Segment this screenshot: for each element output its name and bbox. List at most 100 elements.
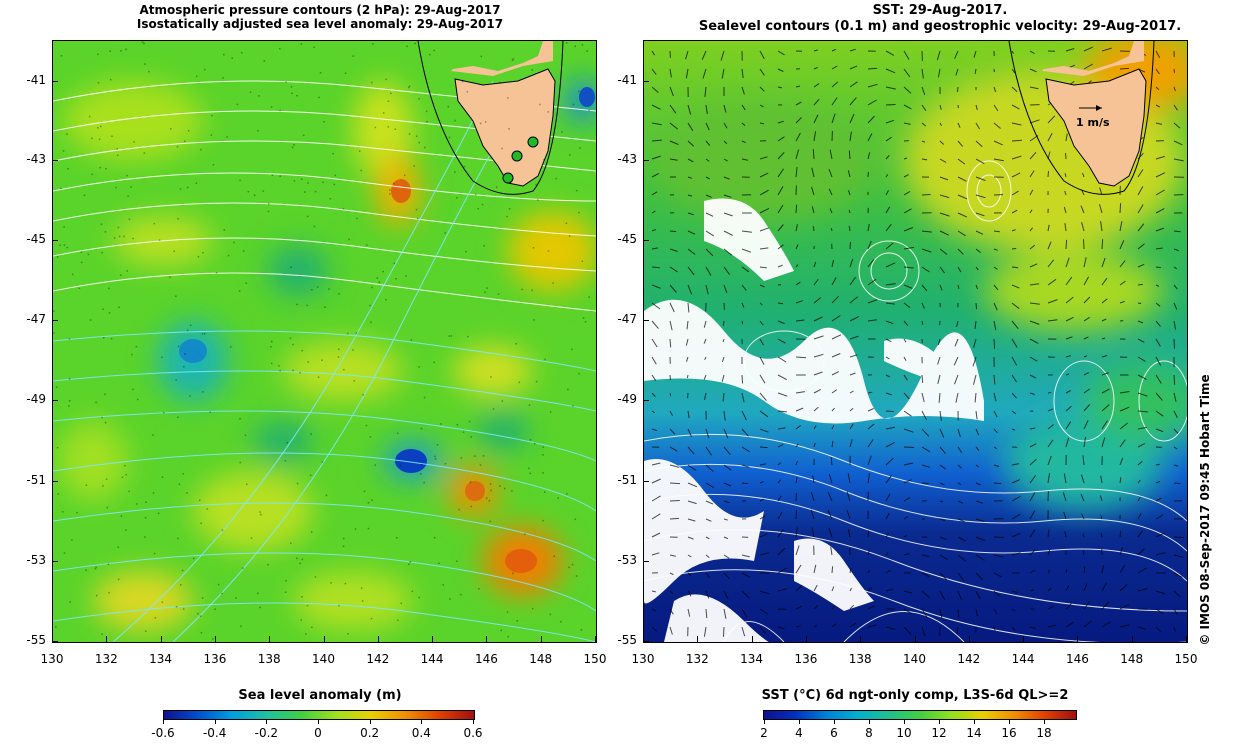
x-tick-label: 148 [1120, 652, 1144, 666]
sst-map-graphic [644, 41, 1187, 642]
colorbar-tick-label: 10 [896, 726, 912, 740]
x-tick-label: 132 [685, 652, 709, 666]
right-title-line2: Sealevel contours (0.1 m) and geostrophi… [698, 19, 1182, 34]
sst-colorbar [763, 710, 1077, 720]
x-tick-label: 148 [529, 652, 553, 666]
colorbar-tick-mark [266, 720, 268, 724]
y-tick-label: -51 [617, 473, 637, 487]
x-tick-mark [377, 636, 379, 642]
x-tick-mark [432, 636, 434, 642]
colorbar-tick-mark [163, 720, 164, 724]
y-tick-label: -51 [26, 473, 46, 487]
x-tick-mark [540, 636, 542, 642]
y-tick-mark [52, 160, 58, 161]
x-tick-mark [805, 636, 807, 642]
tasmania-land [451, 41, 553, 76]
y-tick-label: -41 [617, 73, 637, 87]
x-tick-label: 134 [149, 652, 173, 666]
y-tick-label: -41 [26, 73, 46, 87]
colorbar-tick-label: 4 [795, 726, 803, 740]
colorbar-tick-label: 14 [966, 726, 982, 740]
x-tick-label: 146 [1065, 652, 1089, 666]
colorbar-tick-mark [1044, 720, 1045, 724]
x-tick-mark [323, 636, 325, 642]
colorbar-tick-mark [869, 720, 870, 724]
colorbar-tick-mark [318, 720, 319, 724]
sla-map-graphic [53, 41, 596, 642]
y-tick-mark [643, 641, 649, 642]
x-tick-mark [1131, 636, 1133, 642]
left-title-line1: Atmospheric pressure contours (2 hPa): 2… [139, 3, 501, 17]
y-tick-label: -43 [26, 152, 46, 166]
y-tick-label: -55 [617, 633, 637, 647]
colorbar-tick-label: 0.2 [360, 726, 380, 740]
colorbar-tick-mark [834, 720, 835, 724]
right-title-line1: SST: 29-Aug-2017. [872, 3, 1008, 18]
y-tick-mark [52, 641, 58, 642]
colorbar-tick-mark [1009, 720, 1010, 724]
velocity-scale-label: 1 m/s [1076, 116, 1110, 129]
x-tick-mark [595, 636, 596, 642]
y-tick-mark [52, 240, 58, 241]
sla-colorbar-title: Sea level anomaly (m) [238, 688, 402, 703]
colorbar-tick-mark [421, 720, 423, 724]
y-tick-mark [52, 81, 58, 82]
x-tick-mark [751, 636, 753, 642]
colorbar-tick-mark [369, 720, 371, 724]
colorbar-tick-label: 0 [314, 726, 322, 740]
x-tick-mark [52, 636, 53, 642]
colorbar-tick-mark [904, 720, 905, 724]
x-tick-label: 144 [1011, 652, 1035, 666]
y-tick-mark [52, 561, 58, 562]
colorbar-tick-label: 0.6 [463, 726, 483, 740]
x-tick-mark [106, 636, 108, 642]
y-tick-label: -55 [26, 633, 46, 647]
x-tick-label: 138 [848, 652, 872, 666]
x-tick-mark [1077, 636, 1079, 642]
x-tick-label: 130 [631, 652, 655, 666]
y-tick-label: -49 [26, 392, 46, 406]
y-tick-mark [643, 240, 649, 241]
y-tick-mark [52, 320, 58, 321]
y-tick-mark [52, 400, 58, 401]
sst-map: 1 m/s [643, 40, 1188, 643]
colorbar-tick-label: -0.6 [151, 726, 175, 740]
left-panel-title: Atmospheric pressure contours (2 hPa): 2… [80, 3, 560, 31]
y-tick-label: -45 [617, 232, 637, 246]
colorbar-tick-label: -0.2 [254, 726, 279, 740]
tasmania-land-sst [1045, 68, 1147, 187]
y-tick-label: -45 [26, 232, 46, 246]
colorbar-tick-mark [473, 720, 474, 724]
y-tick-label: -49 [617, 392, 637, 406]
y-tick-label: -53 [617, 553, 637, 567]
colorbar-tick-label: 0.4 [411, 726, 431, 740]
y-tick-mark [643, 320, 649, 321]
y-tick-mark [643, 400, 649, 401]
x-tick-mark [1186, 636, 1187, 642]
colorbar-tick-mark [939, 720, 940, 724]
x-tick-mark [214, 636, 216, 642]
x-tick-label: 136 [203, 652, 227, 666]
y-tick-label: -43 [617, 152, 637, 166]
y-tick-mark [643, 481, 649, 482]
x-tick-label: 142 [957, 652, 981, 666]
imos-credit: © IMOS 08-Sep-2017 09:45 Hobart Time [1195, 370, 1215, 650]
credit-text: © IMOS 08-Sep-2017 09:45 Hobart Time [1198, 374, 1212, 646]
x-tick-mark [1023, 636, 1025, 642]
x-tick-label: 136 [794, 652, 818, 666]
colorbar-tick-label: 6 [830, 726, 838, 740]
x-tick-label: 146 [474, 652, 498, 666]
colorbar-tick-mark [764, 720, 765, 724]
x-tick-label: 140 [312, 652, 335, 666]
x-tick-label: 150 [1174, 652, 1198, 666]
left-title-line2: Isostatically adjusted sea level anomaly… [136, 17, 504, 31]
colorbar-tick-label: 12 [931, 726, 947, 740]
sea-level-anomaly-map [52, 40, 597, 643]
right-panel-title: SST: 29-Aug-2017. Sealevel contours (0.1… [660, 3, 1220, 35]
x-tick-mark [914, 636, 916, 642]
x-tick-mark [860, 636, 862, 642]
x-tick-label: 130 [40, 652, 64, 666]
x-tick-mark [643, 636, 644, 642]
x-tick-mark [269, 636, 271, 642]
x-tick-mark [697, 636, 699, 642]
